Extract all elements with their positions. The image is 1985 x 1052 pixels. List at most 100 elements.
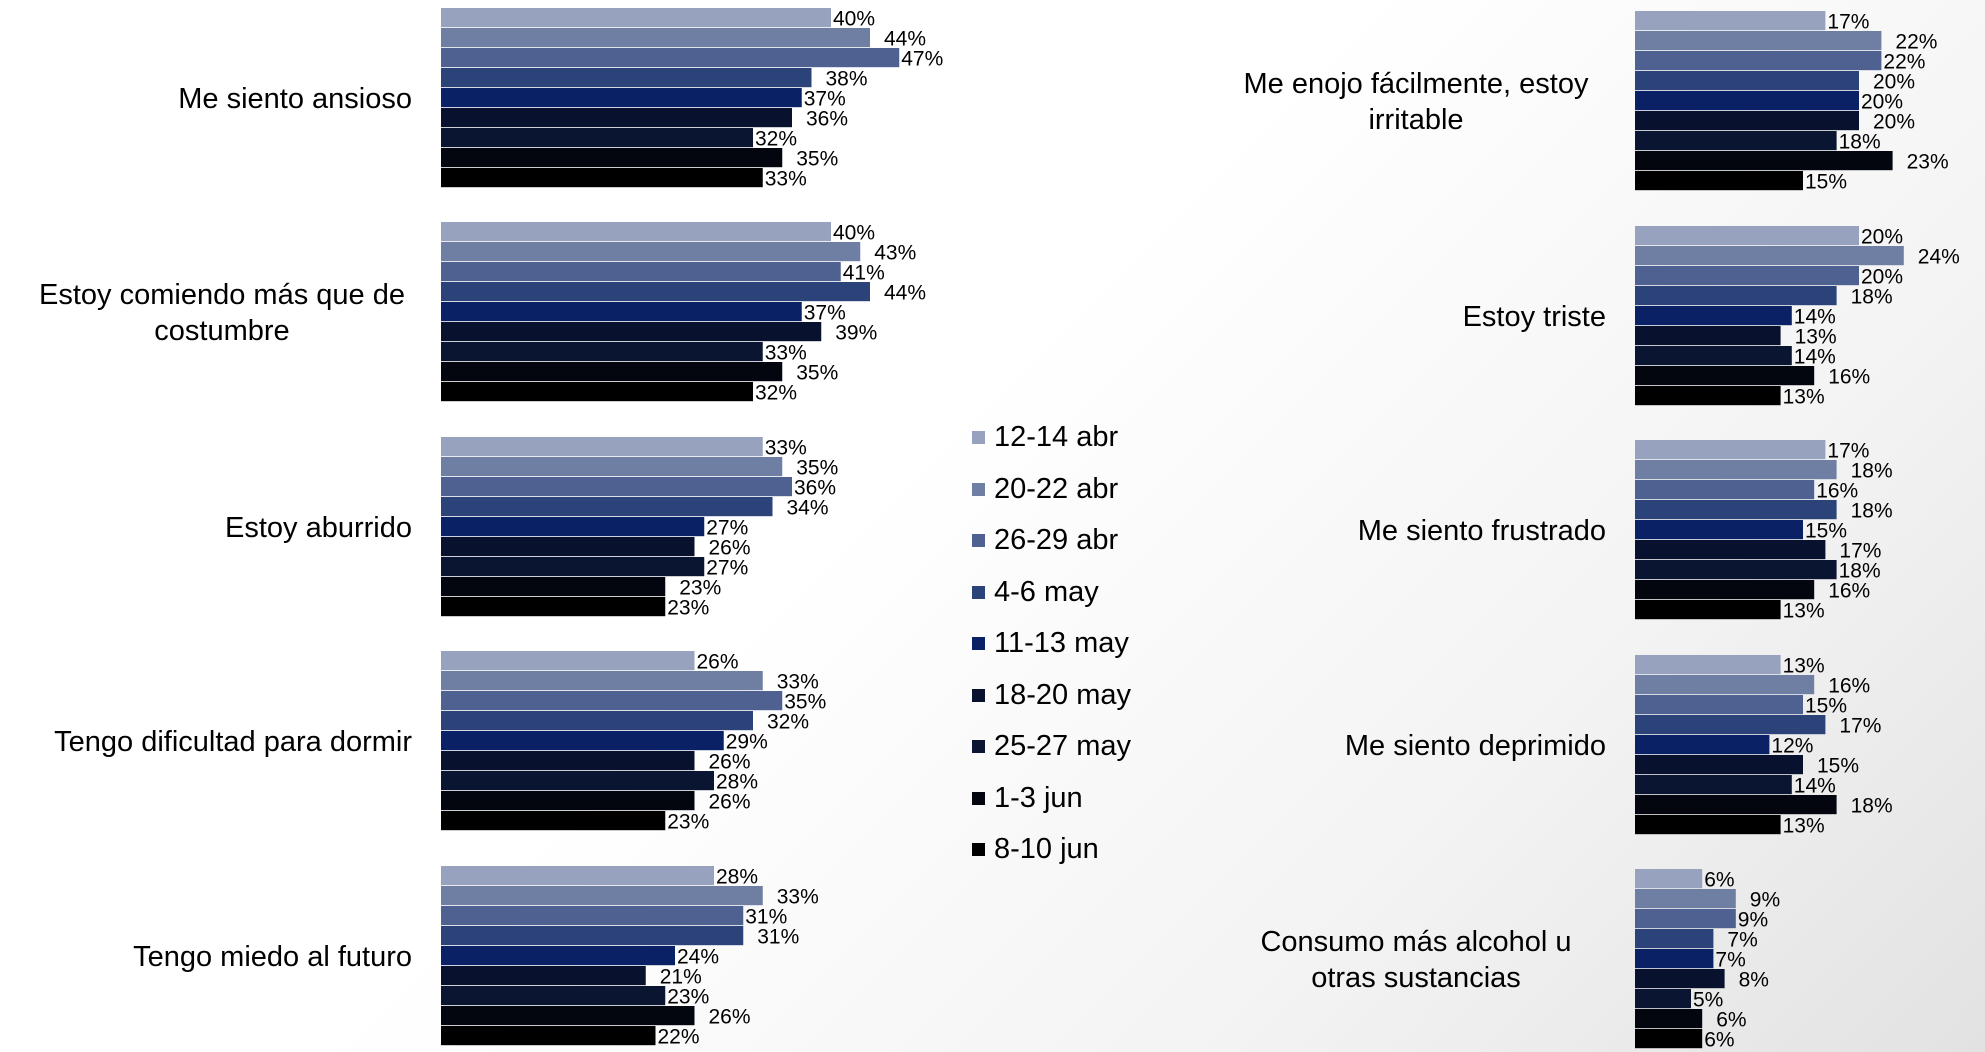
bar (1635, 775, 1792, 795)
data-label: 26% (709, 537, 751, 560)
data-label: 7% (1727, 929, 1757, 952)
bar (1635, 795, 1837, 815)
category-label: Me enojo fácilmente, estoy (1244, 68, 1589, 100)
category-label: Consumo más alcohol u (1260, 926, 1571, 958)
data-label: 33% (765, 342, 807, 365)
data-label: 35% (796, 148, 838, 171)
data-label: 16% (1828, 580, 1870, 603)
data-label: 14% (1794, 306, 1836, 329)
bar (441, 382, 753, 402)
data-label: 35% (796, 362, 838, 385)
legend-label: 11-13 may (994, 627, 1129, 660)
data-label: 24% (1918, 246, 1960, 269)
bar (1635, 71, 1859, 91)
data-label: 18% (1851, 500, 1893, 523)
bar (441, 8, 831, 28)
bar (1635, 869, 1703, 889)
data-label: 23% (667, 986, 709, 1009)
bar (441, 168, 763, 188)
bar (441, 1026, 656, 1046)
category-label: Estoy comiendo más que de (39, 279, 405, 311)
bar (1635, 346, 1792, 366)
bar-group: 20%24%20%18%14%13%14%16%13%Estoy triste (1463, 226, 1960, 409)
bar (1635, 695, 1803, 715)
data-label: 33% (777, 886, 819, 909)
data-label: 20% (1873, 111, 1915, 134)
data-label: 40% (833, 222, 875, 245)
category-label: Estoy triste (1463, 301, 1606, 333)
bar (1635, 460, 1837, 480)
data-label: 32% (755, 382, 797, 405)
data-label: 20% (1861, 266, 1903, 289)
bar (441, 811, 666, 831)
data-label: 44% (884, 28, 926, 51)
data-label: 14% (1794, 346, 1836, 369)
bar (1635, 560, 1837, 580)
bar (1635, 540, 1826, 560)
data-label: 20% (1873, 71, 1915, 94)
bar-group: 26%33%35%32%29%26%28%26%23%Tengo dificul… (54, 651, 826, 834)
data-label: 23% (1907, 151, 1949, 174)
legend-item: 25-27 may (972, 721, 1131, 773)
bar (441, 946, 675, 966)
bar (441, 437, 763, 457)
bar (1635, 929, 1714, 949)
data-label: 35% (784, 691, 826, 714)
data-label: 32% (767, 711, 809, 734)
data-label: 6% (1704, 1029, 1734, 1052)
bar (441, 148, 783, 168)
data-label: 17% (1839, 715, 1881, 738)
legend: 12-14 abr 20-22 abr 26-29 abr 4-6 may 11-13 … (972, 412, 1131, 876)
legend-label: 20-22 abr (994, 472, 1119, 505)
data-label: 9% (1750, 889, 1780, 912)
data-label: 15% (1805, 695, 1847, 718)
bar (1635, 889, 1736, 909)
bar (1635, 600, 1781, 620)
data-label: 26% (697, 651, 739, 674)
bar (1635, 286, 1837, 306)
bar (1635, 386, 1781, 406)
data-label: 14% (1794, 775, 1836, 798)
bar (1635, 91, 1859, 111)
category-label: Tengo dificultad para dormir (54, 726, 412, 758)
data-label: 22% (1883, 51, 1925, 74)
bar-group: 17%18%16%18%15%17%18%16%13%Me siento fru… (1358, 440, 1893, 623)
bar (441, 48, 900, 68)
data-label: 13% (1783, 386, 1825, 409)
bar (1635, 51, 1882, 71)
legend-item: 1-3 jun (972, 773, 1131, 825)
legend-label: 4-6 may (994, 575, 1099, 608)
category-label: Tengo miedo al futuro (133, 941, 412, 973)
data-label: 15% (1817, 755, 1859, 778)
bar (441, 108, 792, 128)
bar-group: 40%43%41%44% 37%39% 33%35%32% Estoy comiend… (39, 222, 926, 405)
data-label: 9% (1738, 909, 1768, 932)
data-label: 20% (1861, 226, 1903, 249)
data-label: 34% (787, 497, 829, 520)
bar (1635, 655, 1781, 675)
data-label: 16% (1816, 480, 1858, 503)
bar (441, 651, 695, 671)
data-label: 37% (804, 302, 846, 325)
data-label: 8% (1739, 969, 1769, 992)
bar-group: 6%9%9%7%7%8%5%6%6%Consumo más alcohol uo… (1260, 869, 1780, 1052)
bar (441, 751, 695, 771)
bar (441, 282, 870, 302)
data-label: 39% (835, 322, 877, 345)
bar (441, 791, 695, 811)
bar (441, 926, 744, 946)
data-label: 18% (1839, 131, 1881, 154)
data-label: 24% (677, 946, 719, 969)
bar-group: 28%33%31%31%24%21%23%26%22%Tengo miedo a… (133, 866, 819, 1049)
legend-swatch (972, 482, 985, 496)
data-label: 27% (706, 517, 748, 540)
bar (1635, 675, 1815, 695)
legend-item: 8-10 jun (972, 824, 1131, 876)
bar (1635, 11, 1826, 31)
bar (1635, 520, 1803, 540)
bar (441, 691, 783, 711)
bar (441, 986, 666, 1006)
data-label: 26% (709, 791, 751, 814)
legend-item: 4-6 may (972, 567, 1131, 619)
